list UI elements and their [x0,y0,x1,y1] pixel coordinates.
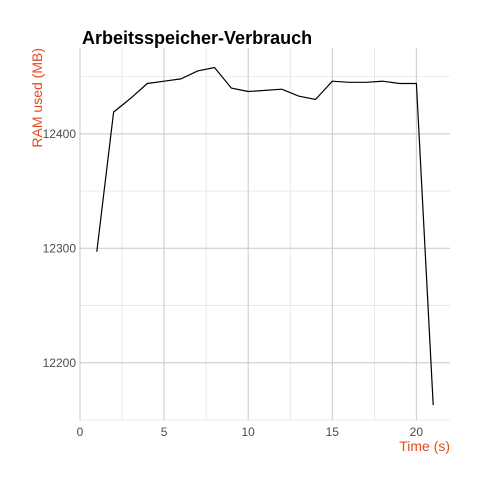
y-tick-label: 12300 [43,241,77,255]
x-axis-label: Time (s) [399,438,450,454]
y-axis-ticks: 12200 12300 12400 [43,127,77,370]
x-tick-label: 15 [326,425,340,439]
grid [79,48,450,421]
x-tick-label: 0 [77,425,84,439]
y-axis-label: RAM used (MB) [29,48,45,148]
x-axis-ticks: 0 5 10 15 20 [77,425,424,439]
series-line [96,66,434,406]
x-tick-label: 20 [410,425,424,439]
y-tick-label: 12400 [43,127,77,141]
x-tick-label: 5 [161,425,168,439]
x-tick-label: 10 [242,425,256,439]
plot-area [96,66,434,406]
y-tick-label: 12200 [43,356,77,370]
chart-title: Arbeitsspeicher-Verbrauch [82,28,312,48]
